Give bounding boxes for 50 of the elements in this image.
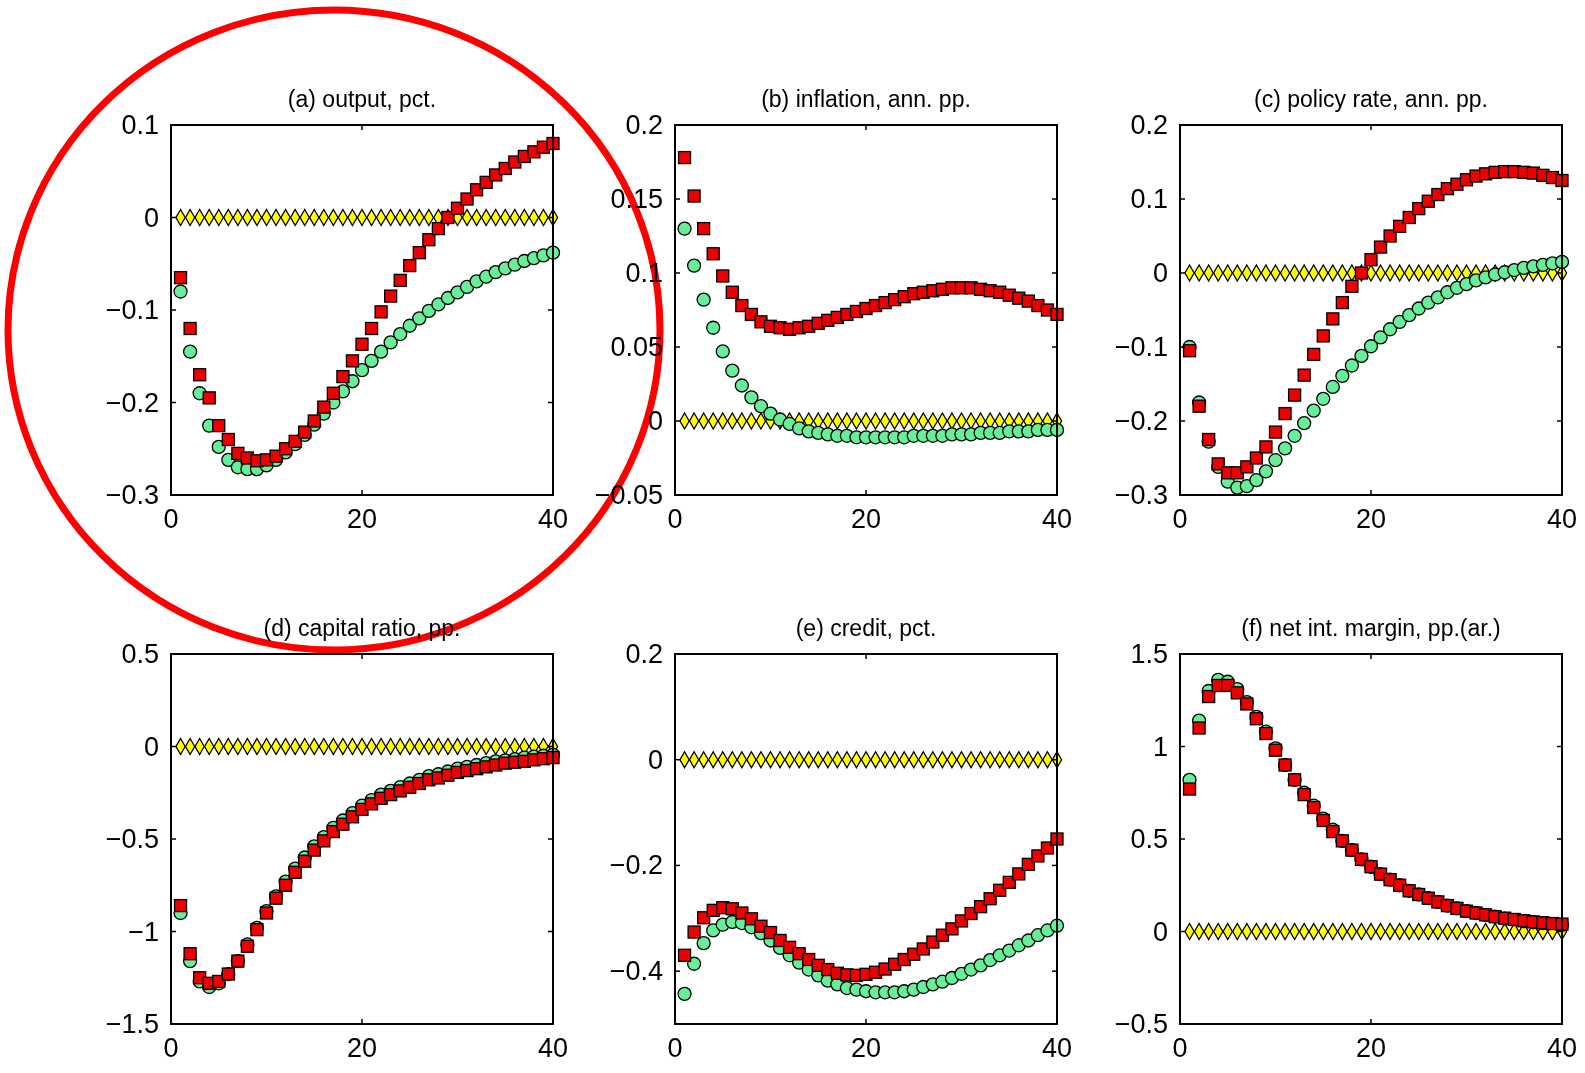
chart-title: (f) net int. margin, pp.(ar.) [1241, 615, 1501, 641]
x-tick-label: 0 [1172, 504, 1188, 534]
x-tick-label: 40 [537, 1033, 569, 1063]
x-tick-label: 0 [1172, 1033, 1188, 1063]
chart-title: (b) inflation, ann. pp. [761, 86, 971, 112]
y-tick-label: 0.2 [625, 639, 663, 669]
x-tick-label: 0 [667, 504, 683, 534]
y-tick-label: −1 [128, 916, 159, 947]
y-tick-label: 0.1 [121, 110, 159, 140]
y-tick-label: 0.5 [1130, 824, 1168, 854]
x-tick-label: 40 [1041, 504, 1073, 534]
y-tick-label: −0.5 [105, 824, 159, 854]
x-tick-label: 20 [1355, 504, 1387, 534]
y-tick-label: −1.5 [105, 1009, 159, 1039]
x-tick-label: 20 [346, 504, 378, 534]
y-tick-label: 0 [1152, 916, 1168, 947]
y-tick-label: −0.4 [609, 956, 663, 987]
x-tick-label: 0 [667, 1033, 683, 1063]
y-tick-label: 1 [1152, 731, 1168, 762]
y-tick-label: −0.3 [105, 480, 159, 510]
y-tick-label: 0 [1152, 258, 1168, 288]
y-tick-label: −0.5 [1114, 1009, 1168, 1039]
y-tick-label: −0.1 [105, 295, 159, 325]
chart-title: (e) credit, pct. [795, 615, 937, 641]
y-tick-label: 0 [647, 406, 663, 436]
y-tick-label: 1.5 [1130, 639, 1168, 669]
x-tick-label: 40 [1041, 1033, 1073, 1063]
y-tick-label: 0.2 [1130, 110, 1168, 140]
x-tick-label: 20 [850, 504, 882, 534]
chart-title: (a) output, pct. [287, 86, 437, 112]
y-tick-label: −0.2 [1114, 406, 1168, 436]
x-tick-label: 0 [163, 504, 179, 534]
y-tick-label: 0 [647, 744, 663, 775]
y-tick-label: 0 [143, 202, 159, 233]
y-tick-label: −0.2 [105, 387, 159, 418]
x-tick-label: 40 [1546, 504, 1578, 534]
y-tick-label: 0.1 [1130, 184, 1168, 214]
y-tick-label: 0.5 [121, 639, 159, 669]
x-tick-label: 20 [1355, 1033, 1387, 1063]
x-tick-label: 20 [850, 1033, 882, 1063]
x-tick-label: 0 [163, 1033, 179, 1063]
y-tick-label: 0.2 [625, 110, 663, 140]
x-tick-label: 40 [537, 504, 569, 534]
x-tick-label: 40 [1546, 1033, 1578, 1063]
x-tick-label: 20 [346, 1033, 378, 1063]
y-tick-label: −0.1 [1114, 332, 1168, 362]
y-tick-label: 0 [143, 731, 159, 762]
y-tick-label: −0.2 [609, 850, 663, 881]
chart-title: (c) policy rate, ann. pp. [1254, 86, 1488, 112]
y-tick-label: −0.3 [1114, 480, 1168, 510]
